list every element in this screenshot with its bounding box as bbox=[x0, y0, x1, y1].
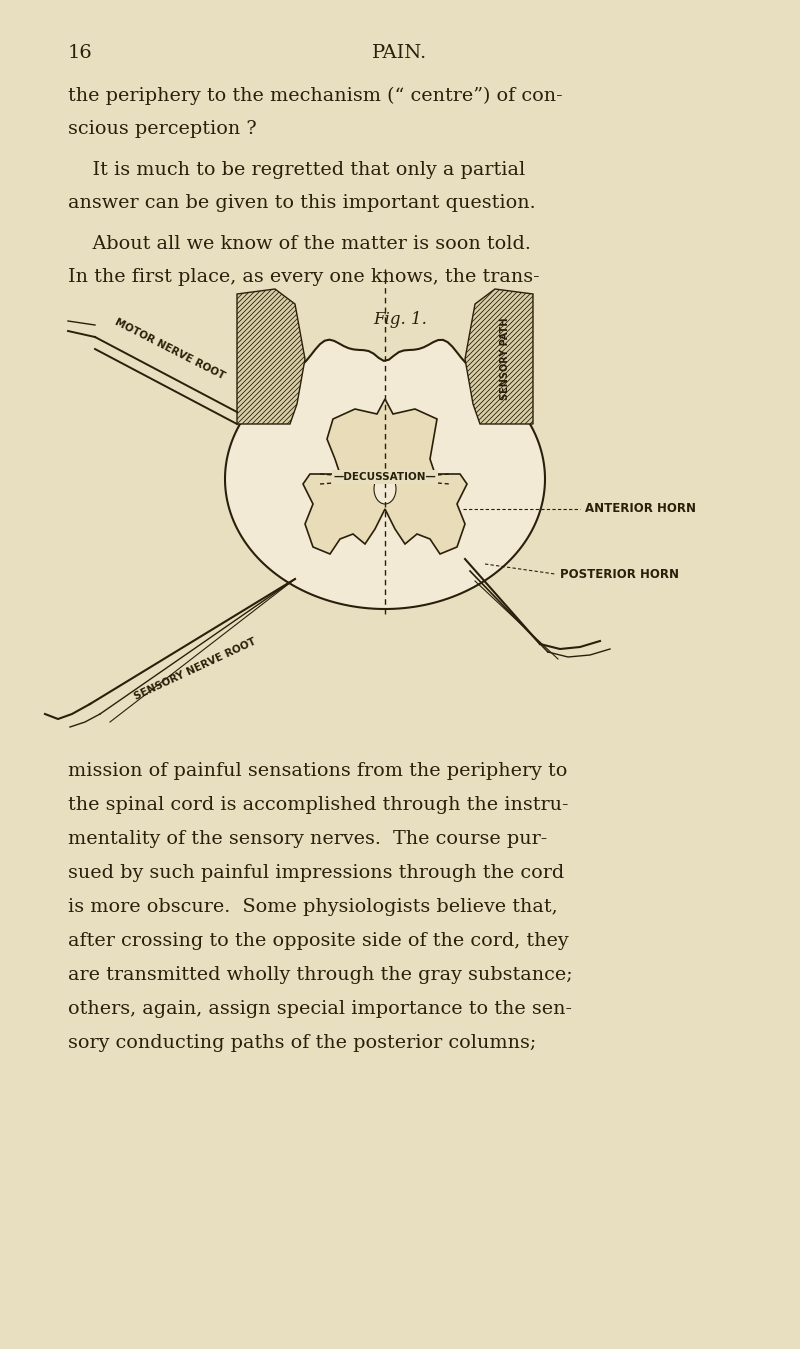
Text: PAIN.: PAIN. bbox=[372, 45, 428, 62]
Text: It is much to be regretted that only a partial: It is much to be regretted that only a p… bbox=[68, 161, 526, 179]
Text: —DECUSSATION—: —DECUSSATION— bbox=[334, 472, 436, 482]
Text: are transmitted wholly through the gray substance;: are transmitted wholly through the gray … bbox=[68, 966, 573, 983]
Text: SENSORY PATH: SENSORY PATH bbox=[500, 318, 510, 401]
Text: About all we know of the matter is soon told.: About all we know of the matter is soon … bbox=[68, 235, 531, 254]
Text: Fig. 1.: Fig. 1. bbox=[373, 312, 427, 328]
Text: answer can be given to this important question.: answer can be given to this important qu… bbox=[68, 194, 536, 212]
Polygon shape bbox=[237, 289, 305, 424]
Text: POSTERIOR HORN: POSTERIOR HORN bbox=[560, 568, 679, 580]
Text: ANTERIOR HORN: ANTERIOR HORN bbox=[585, 502, 696, 515]
Text: the spinal cord is accomplished through the instru-: the spinal cord is accomplished through … bbox=[68, 796, 569, 813]
Text: is more obscure.  Some physiologists believe that,: is more obscure. Some physiologists beli… bbox=[68, 898, 558, 916]
Text: 16: 16 bbox=[68, 45, 93, 62]
Text: SENSORY NERVE ROOT: SENSORY NERVE ROOT bbox=[133, 637, 258, 701]
Text: after crossing to the opposite side of the cord, they: after crossing to the opposite side of t… bbox=[68, 932, 569, 950]
Text: mission of painful sensations from the periphery to: mission of painful sensations from the p… bbox=[68, 762, 567, 780]
Text: sory conducting paths of the posterior columns;: sory conducting paths of the posterior c… bbox=[68, 1033, 536, 1052]
Text: MOTOR NERVE ROOT: MOTOR NERVE ROOT bbox=[114, 317, 226, 382]
Polygon shape bbox=[465, 289, 533, 424]
Polygon shape bbox=[225, 340, 545, 608]
Text: In the first place, as every one knows, the trans-: In the first place, as every one knows, … bbox=[68, 268, 540, 286]
Text: the periphery to the mechanism (“ centre”) of con-: the periphery to the mechanism (“ centre… bbox=[68, 86, 562, 105]
Text: sued by such painful impressions through the cord: sued by such painful impressions through… bbox=[68, 863, 564, 882]
Text: mentality of the sensory nerves.  The course pur-: mentality of the sensory nerves. The cou… bbox=[68, 830, 547, 849]
Ellipse shape bbox=[374, 473, 396, 505]
Polygon shape bbox=[303, 399, 467, 554]
Text: scious perception ?: scious perception ? bbox=[68, 120, 257, 138]
Text: others, again, assign special importance to the sen-: others, again, assign special importance… bbox=[68, 1000, 572, 1018]
